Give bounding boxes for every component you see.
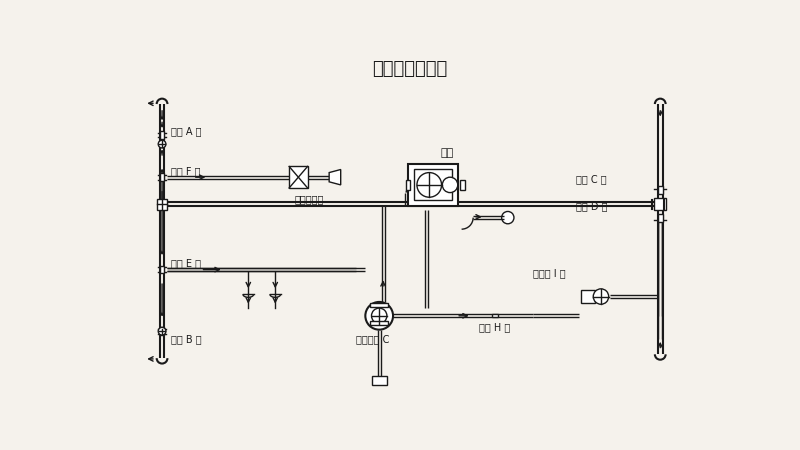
Text: 洒水炮出口: 洒水炮出口	[294, 194, 324, 204]
Bar	[289, 166, 307, 188]
Text: 球阀 B 开: 球阀 B 开	[171, 334, 202, 344]
Bar	[414, 170, 452, 200]
Bar	[160, 327, 164, 335]
Circle shape	[442, 177, 458, 193]
Text: 球阀 C 开: 球阀 C 开	[575, 174, 606, 184]
Bar	[492, 314, 498, 317]
Circle shape	[502, 212, 514, 224]
Circle shape	[594, 289, 609, 304]
Circle shape	[371, 308, 387, 324]
Circle shape	[366, 302, 393, 330]
Bar	[160, 131, 164, 139]
Bar	[654, 198, 666, 210]
Text: 球阀 D 开: 球阀 D 开	[575, 202, 607, 211]
Bar	[370, 303, 389, 306]
Bar	[157, 199, 167, 210]
Text: 球阀 H 关: 球阀 H 关	[479, 322, 510, 333]
Bar	[160, 173, 164, 181]
Bar	[408, 164, 458, 206]
Text: 三通球阀 C: 三通球阀 C	[356, 334, 390, 344]
Text: 水泵: 水泵	[441, 148, 454, 157]
Bar	[371, 376, 387, 385]
Bar	[581, 290, 595, 303]
Circle shape	[417, 173, 442, 197]
Bar	[461, 180, 465, 189]
Text: 消防栓 I 关: 消防栓 I 关	[534, 269, 566, 279]
Bar	[406, 180, 410, 189]
Circle shape	[158, 140, 166, 148]
Bar	[658, 186, 662, 194]
Bar	[160, 266, 164, 274]
Text: 洒水、浇灌花木: 洒水、浇灌花木	[372, 60, 448, 78]
Polygon shape	[329, 170, 341, 185]
Bar	[658, 214, 662, 222]
Text: 球阀 A 开: 球阀 A 开	[171, 126, 202, 136]
Text: 球阀 E 开: 球阀 E 开	[171, 258, 202, 269]
Circle shape	[158, 327, 166, 335]
Bar	[370, 321, 389, 325]
Text: 球阀 F 关: 球阀 F 关	[171, 166, 201, 176]
